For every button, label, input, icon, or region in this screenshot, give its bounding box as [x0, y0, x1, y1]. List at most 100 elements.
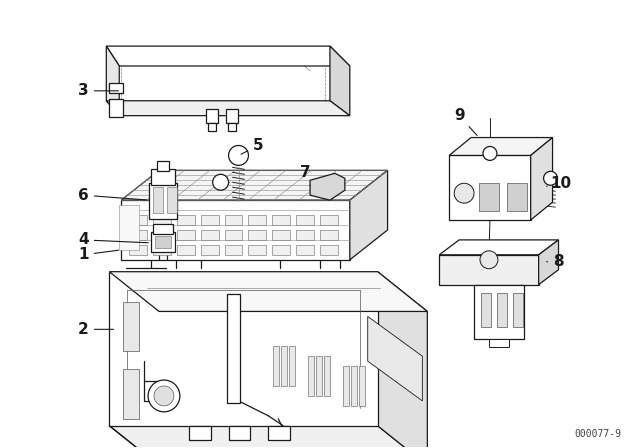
Bar — [124, 302, 139, 351]
Bar — [129, 215, 147, 225]
Bar — [129, 245, 147, 255]
Bar — [205, 109, 218, 123]
Bar — [507, 183, 527, 211]
Bar — [129, 230, 147, 240]
Polygon shape — [106, 46, 119, 116]
Polygon shape — [310, 173, 345, 200]
Bar — [151, 232, 175, 252]
Text: 9: 9 — [454, 108, 477, 135]
Circle shape — [454, 183, 474, 203]
Circle shape — [148, 380, 180, 412]
Polygon shape — [109, 426, 428, 448]
Bar — [109, 99, 124, 116]
Bar — [248, 245, 266, 255]
Bar — [296, 245, 314, 255]
Bar — [201, 230, 219, 240]
Polygon shape — [378, 271, 428, 448]
Bar — [351, 366, 356, 406]
Text: 8: 8 — [547, 254, 564, 269]
Circle shape — [543, 171, 557, 185]
Bar — [177, 215, 195, 225]
Bar — [124, 369, 139, 419]
Bar — [489, 339, 509, 347]
Polygon shape — [474, 284, 524, 339]
Bar — [308, 356, 314, 396]
Bar — [153, 215, 171, 225]
Bar — [177, 245, 195, 255]
Bar — [189, 426, 211, 439]
Bar — [359, 366, 365, 406]
Bar — [153, 224, 173, 234]
Text: 6: 6 — [78, 188, 147, 202]
Bar — [320, 230, 338, 240]
Bar — [513, 293, 523, 327]
Bar — [439, 255, 539, 284]
Bar — [225, 215, 243, 225]
Bar — [201, 245, 219, 255]
Polygon shape — [330, 46, 350, 116]
Bar — [248, 215, 266, 225]
Bar — [228, 426, 250, 439]
Polygon shape — [109, 271, 378, 426]
Circle shape — [154, 386, 174, 406]
Bar — [272, 230, 290, 240]
Bar — [228, 123, 236, 130]
Bar — [320, 215, 338, 225]
Text: 000077-9: 000077-9 — [575, 429, 622, 439]
Bar — [273, 346, 279, 386]
Bar — [151, 169, 175, 185]
Bar — [155, 236, 171, 248]
Bar — [272, 215, 290, 225]
Bar — [225, 109, 237, 123]
Text: 3: 3 — [78, 83, 118, 98]
Bar — [296, 230, 314, 240]
Polygon shape — [449, 138, 552, 155]
Bar — [449, 155, 531, 220]
Polygon shape — [439, 240, 559, 255]
Text: 5: 5 — [241, 138, 264, 154]
Bar — [153, 245, 171, 255]
Bar — [227, 293, 241, 403]
Bar — [320, 245, 338, 255]
Bar — [296, 215, 314, 225]
Bar — [149, 183, 177, 219]
Bar — [201, 215, 219, 225]
Bar — [248, 230, 266, 240]
Text: 10: 10 — [547, 176, 571, 191]
Bar — [324, 356, 330, 396]
Bar — [119, 205, 139, 250]
Bar — [225, 230, 243, 240]
Circle shape — [483, 146, 497, 160]
Polygon shape — [106, 101, 350, 116]
Circle shape — [212, 174, 228, 190]
Bar — [157, 161, 169, 171]
Polygon shape — [368, 316, 422, 401]
Polygon shape — [350, 170, 388, 260]
Bar — [272, 245, 290, 255]
Bar — [109, 83, 124, 93]
Bar — [208, 123, 216, 130]
Text: 4: 4 — [78, 233, 148, 247]
Text: 1: 1 — [78, 247, 118, 263]
Polygon shape — [109, 271, 428, 311]
Polygon shape — [121, 170, 388, 200]
Bar — [289, 346, 295, 386]
Polygon shape — [539, 240, 559, 284]
Circle shape — [480, 251, 498, 269]
Bar — [281, 346, 287, 386]
Text: 2: 2 — [78, 322, 113, 337]
Text: 7: 7 — [300, 165, 310, 185]
Polygon shape — [121, 200, 350, 260]
Polygon shape — [106, 46, 350, 66]
Circle shape — [228, 146, 248, 165]
Bar — [268, 426, 290, 439]
Bar — [316, 356, 322, 396]
Bar — [225, 245, 243, 255]
Bar — [479, 183, 499, 211]
Bar — [343, 366, 349, 406]
Polygon shape — [531, 138, 552, 220]
Bar — [153, 187, 163, 213]
Bar — [177, 230, 195, 240]
Bar — [497, 293, 507, 327]
Bar — [481, 293, 491, 327]
